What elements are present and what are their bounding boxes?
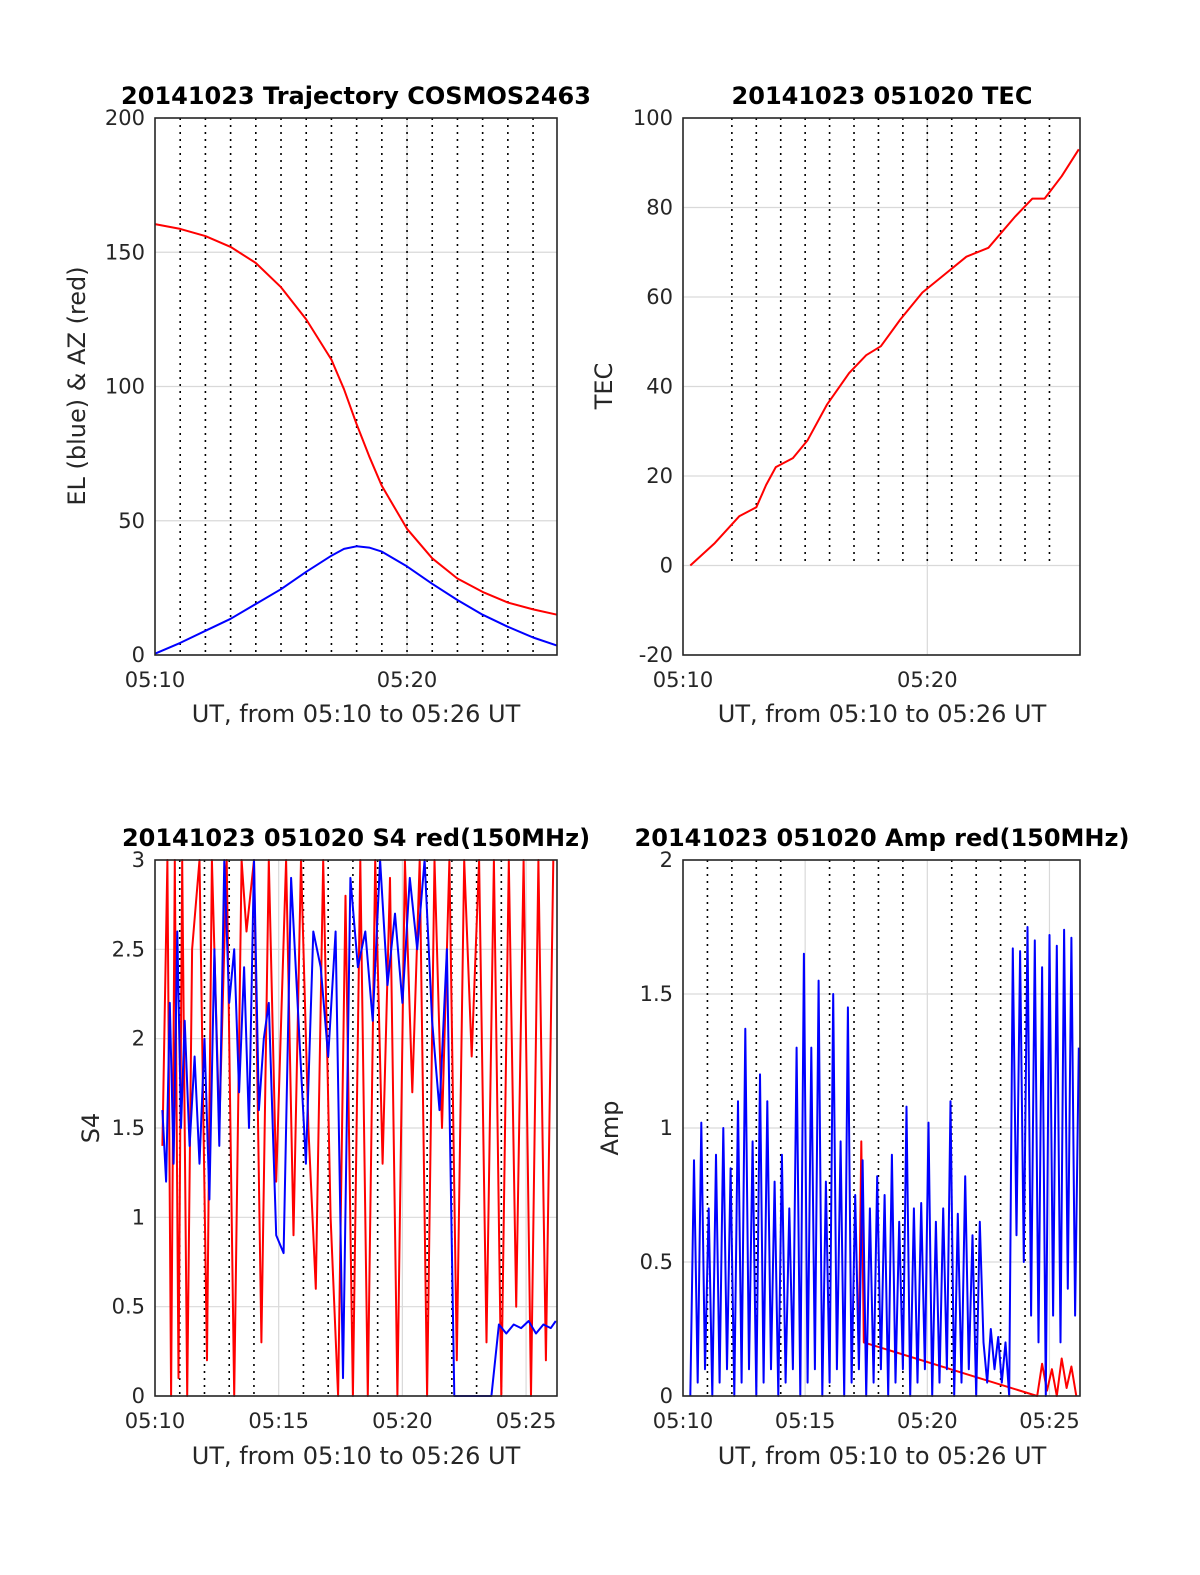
chart-tec: -20 0 20 40 60 80 100 05:10 05:20 20141023 05102… — [590, 82, 1081, 728]
x-tick-label: 05:15 — [248, 1409, 309, 1433]
y-axis-label: S4 — [77, 1113, 105, 1144]
x-tick-label: 05:25 — [1019, 1409, 1080, 1433]
y-tick-label: 200 — [105, 106, 145, 130]
x-tick-label: 05:10 — [125, 1409, 186, 1433]
y-tick-label: 1.5 — [112, 1116, 145, 1140]
y-tick-label: 40 — [646, 375, 673, 399]
y-tick-label: 2.5 — [112, 937, 145, 961]
y-axis-label: EL (blue) & AZ (red) — [63, 266, 91, 505]
y-tick-label: 1 — [660, 1116, 673, 1140]
chart-title: 20141023 051020 TEC — [732, 82, 1033, 110]
y-axis-label: TEC — [590, 363, 618, 411]
blue-series-line — [689, 926, 1080, 1397]
x-axis-label: UT, from 05:10 to 05:26 UT — [192, 1442, 521, 1470]
chart-title: 20141023 051020 Amp red(150MHz) — [635, 824, 1130, 852]
x-tick-label: 05:10 — [653, 668, 714, 692]
plot-background: -20 0 20 40 60 80 100 05:10 05:20 — [633, 106, 1080, 692]
y-tick-label: 3 — [132, 848, 145, 872]
y-tick-label: 1 — [132, 1205, 145, 1229]
x-tick-label: 05:25 — [496, 1409, 557, 1433]
y-tick-label: 150 — [105, 240, 145, 264]
y-tick-label: 0 — [660, 1384, 673, 1408]
y-tick-label: 20 — [646, 464, 673, 488]
y-tick-label: 0 — [132, 1384, 145, 1408]
x-tick-label: 05:20 — [377, 668, 438, 692]
x-tick-label: 05:10 — [125, 668, 186, 692]
x-tick-label: 05:20 — [897, 668, 958, 692]
chart-title: 20141023 Trajectory COSMOS2463 — [121, 82, 591, 110]
plot-frame — [682, 859, 1081, 1397]
x-tick-label: 05:20 — [372, 1409, 433, 1433]
plot-frame — [682, 117, 1081, 656]
red-series-line — [689, 148, 1080, 567]
y-tick-label: 100 — [633, 106, 673, 130]
y-tick-label: -20 — [639, 643, 673, 667]
y-tick-label: 1.5 — [640, 982, 673, 1006]
x-axis-label: UT, from 05:10 to 05:26 UT — [718, 700, 1047, 728]
plot-frame — [154, 117, 558, 656]
x-axis-label: UT, from 05:10 to 05:26 UT — [718, 1442, 1047, 1470]
y-tick-label: 60 — [646, 285, 673, 309]
chart-trajectory: 0 50 100 150 200 05:10 05:20 20141023 Trajecto… — [63, 82, 591, 728]
chart-title: 20141023 051020 S4 red(150MHz) — [122, 824, 590, 852]
y-tick-label: 0 — [132, 643, 145, 667]
blue-series-line — [154, 545, 558, 655]
x-tick-label: 05:10 — [653, 1409, 714, 1433]
x-tick-label: 05:20 — [897, 1409, 958, 1433]
plot-background: 0 50 100 150 200 05:10 05:20 — [105, 106, 557, 692]
x-axis-label: UT, from 05:10 to 05:26 UT — [192, 700, 521, 728]
y-tick-label: 80 — [646, 196, 673, 220]
y-tick-label: 2 — [660, 848, 673, 872]
y-tick-label: 0.5 — [640, 1250, 673, 1274]
y-tick-label: 0 — [660, 554, 673, 578]
y-tick-label: 100 — [105, 375, 145, 399]
x-tick-label: 05:15 — [775, 1409, 836, 1433]
y-axis-label: Amp — [596, 1100, 624, 1155]
red-series-line — [857, 1140, 1078, 1397]
y-tick-label: 0.5 — [112, 1295, 145, 1319]
chart-amp: 0 0.5 1 1.5 2 05:10 05:15 05:20 05:25 20141023 0… — [596, 824, 1129, 1470]
chart-s4: 0 0.5 1 1.5 2 2.5 3 05:10 05:15 05:20 05:25 201410… — [77, 824, 590, 1470]
y-tick-label: 2 — [132, 1027, 145, 1051]
plot-frame — [154, 859, 558, 1397]
y-tick-label: 50 — [118, 509, 145, 533]
red-series-line — [154, 223, 558, 616]
